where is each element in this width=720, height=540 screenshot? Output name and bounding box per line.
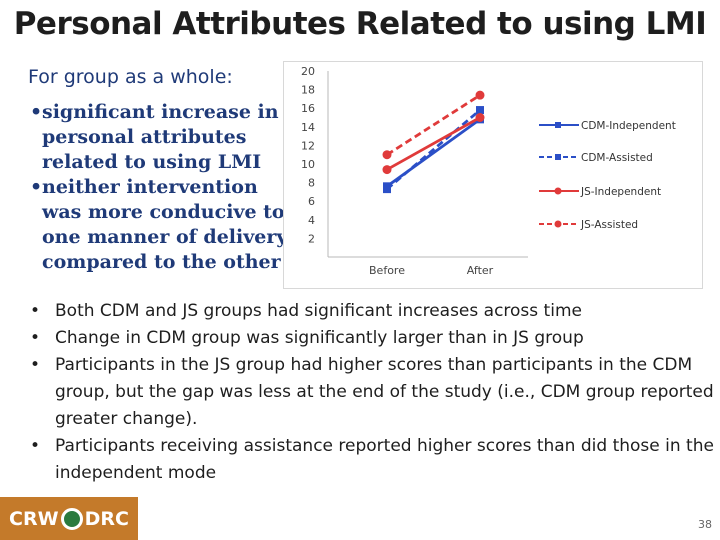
series-line [386,94,481,156]
series-js-assisted [382,90,485,160]
y-tick-label: 2 [308,232,315,245]
legend-label: JS-Assisted [580,219,638,231]
series-line [386,118,481,188]
y-tick-label: 10 [301,158,315,171]
bullet-item: Participants receiving assistance report… [30,433,715,487]
left-bullet-item: significant increase in personal attribu… [30,100,290,175]
x-tick-label: Before [369,264,405,277]
y-tick-label: 20 [301,65,315,78]
left-bullet-list: significant increase in personal attribu… [30,100,290,275]
logo-globe-icon [60,507,83,530]
data-point [476,106,484,115]
line-chart: 2 4 6 8 10 12 14 16 18 20 Before After CDM-Indepen… [283,61,703,289]
main-bullet-list: Both CDM and JS groups had significant i… [30,298,715,487]
data-point [382,165,392,175]
crwdrc-logo: CRW DRC [0,497,138,540]
series-js-independent [382,113,485,175]
series-line [386,108,481,191]
bullet-item: Change in CDM group was significantly la… [30,325,715,352]
legend-entry: JS-Assisted [539,219,638,231]
page-number: 38 [698,518,712,531]
y-tick-label: 6 [308,195,315,208]
subtitle: For group as a whole: [28,66,233,88]
logo-text-left: CRW [9,507,59,530]
y-tick-label: 4 [308,214,315,227]
y-tick-label: 14 [301,121,315,134]
legend-label: CDM-Independent [581,120,676,132]
x-tick-label: After [467,264,494,277]
y-tick-label: 12 [301,139,315,152]
series-cdm-assisted [383,106,484,194]
legend-label: JS-Independent [580,186,661,198]
legend-entry: CDM-Independent [539,120,676,132]
legend-entry: CDM-Assisted [539,152,653,164]
data-point [475,90,485,100]
data-point [382,150,392,160]
legend-label: CDM-Assisted [581,152,653,164]
chart-frame [283,61,703,289]
bullet-item: Participants in the JS group had higher … [30,352,715,433]
y-tick-label: 16 [301,102,315,115]
bullet-item: Both CDM and JS groups had significant i… [30,298,715,325]
data-point [383,185,391,194]
legend-marker [555,122,561,128]
legend-marker [554,220,562,228]
slide-title: Personal Attributes Related to using LMI [13,6,707,42]
legend-marker [555,154,561,160]
data-point [475,113,485,122]
legend-marker [554,187,562,195]
y-tick-label: 8 [308,177,315,190]
series-line [386,116,481,171]
legend-entry: JS-Independent [539,186,661,198]
logo-text-right: DRC [84,507,129,530]
left-bullet-item: neither intervention was more conducive … [30,175,290,275]
y-tick-label: 18 [301,84,315,97]
